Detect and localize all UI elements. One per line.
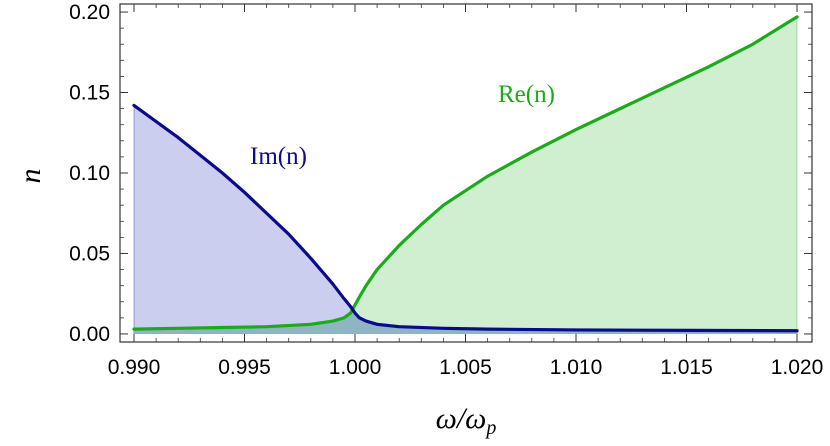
- area-fill-re: [134, 16, 797, 334]
- overlap-fill: [134, 309, 797, 334]
- x-tick-label: 0.995: [218, 356, 271, 379]
- x-tick-label: 1.020: [771, 356, 824, 379]
- x-axis: 0.990 0.995 1.000 1.005 1.010 1.015 1.020: [108, 4, 824, 379]
- x-tick-label: 1.015: [660, 356, 713, 379]
- x-tick-label: 1.005: [439, 356, 492, 379]
- y-tick-label: 0.10: [69, 162, 110, 185]
- x-tick-label: 1.010: [550, 356, 603, 379]
- y-axis: 0.00 0.05 0.10 0.15 0.20: [69, 1, 812, 346]
- series-line-re: [132, 15, 799, 331]
- label-im: Im(n): [250, 143, 307, 170]
- y-tick-label: 0.05: [69, 242, 110, 265]
- y-tick-label: 0.15: [69, 82, 110, 105]
- overlap-area: [134, 309, 797, 334]
- series-line-im: [132, 103, 799, 333]
- x-tick-label: 1.000: [329, 356, 382, 379]
- y-tick-label: 0.20: [69, 1, 110, 24]
- series-fills: [133, 16, 798, 334]
- x-tick-label: 0.990: [108, 356, 161, 379]
- y-tick-label: 0.00: [69, 323, 110, 346]
- area-fill-im: [134, 105, 797, 334]
- y-axis-title-text: n: [14, 169, 47, 184]
- series-lines: [132, 15, 799, 333]
- x-axis-title: ω/ωp: [436, 402, 497, 439]
- label-re-text: Re(n): [498, 81, 555, 108]
- label-re: Re(n): [498, 81, 555, 108]
- label-im-text: Im(n): [250, 143, 307, 170]
- y-axis-title: n: [14, 169, 47, 184]
